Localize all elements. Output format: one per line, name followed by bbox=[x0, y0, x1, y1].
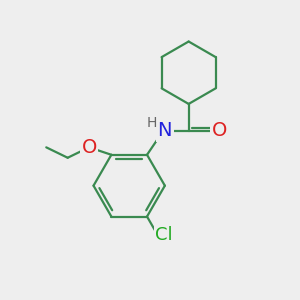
Text: O: O bbox=[81, 138, 97, 157]
Text: O: O bbox=[212, 121, 227, 140]
Text: H: H bbox=[147, 116, 157, 130]
Text: N: N bbox=[158, 121, 172, 140]
Text: Cl: Cl bbox=[155, 226, 173, 244]
